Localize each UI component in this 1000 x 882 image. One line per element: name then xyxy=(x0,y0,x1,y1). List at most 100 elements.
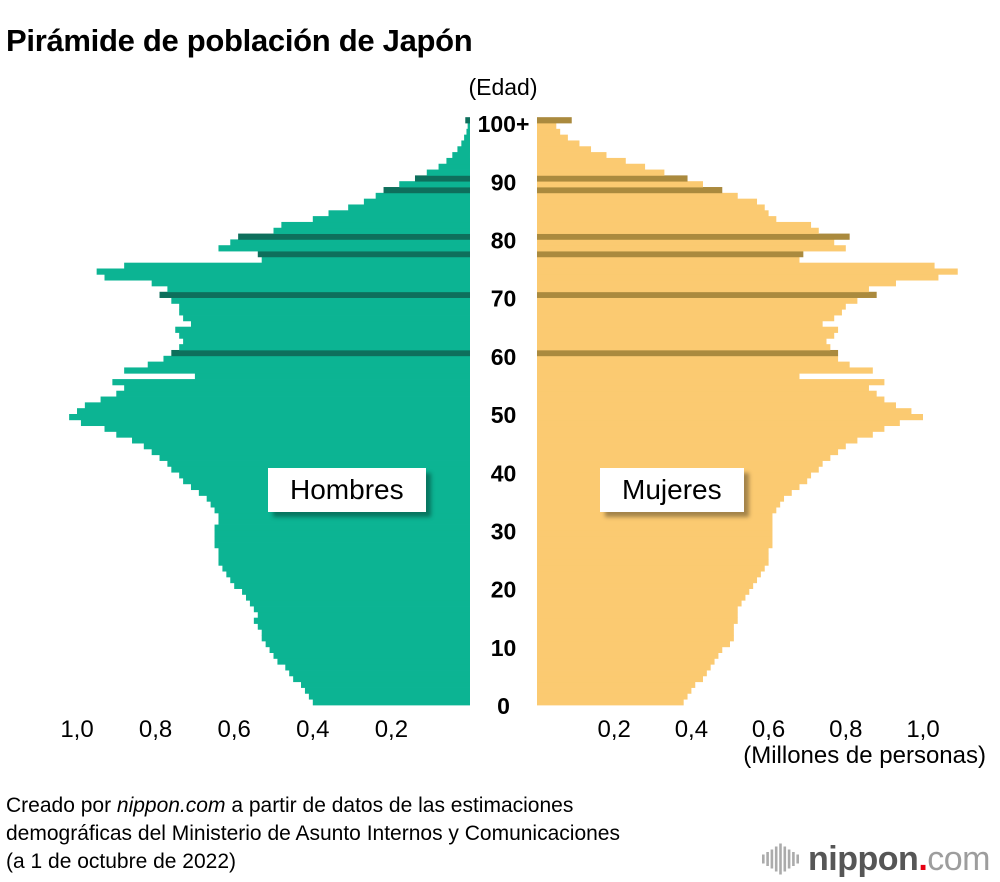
bar-hombres-age-78 xyxy=(218,245,470,252)
bar-hombres-age-100plus xyxy=(465,117,470,124)
bar-mujeres-age-61 xyxy=(537,344,831,351)
bar-mujeres-age-11 xyxy=(537,635,734,642)
bar-hombres-age-42 xyxy=(159,454,470,461)
bar-mujeres-age-13 xyxy=(537,623,734,630)
bar-mujeres-age-17 xyxy=(537,600,742,607)
bar-hombres-age-48 xyxy=(80,419,471,427)
bar-hombres-age-19 xyxy=(242,588,470,595)
x-tick-label-left-1,0: 1,0 xyxy=(60,716,93,743)
bar-mujeres-age-15 xyxy=(537,611,738,619)
bar-hombres-age-18 xyxy=(245,594,470,601)
bar-mujeres-age-53 xyxy=(537,390,877,397)
bar-hombres-age-57 xyxy=(124,367,470,374)
bar-hombres-age-22 xyxy=(226,571,470,578)
bar-hombres-age-62 xyxy=(183,338,471,345)
bar-hombres-age-41 xyxy=(167,460,470,467)
bar-mujeres-age-86 xyxy=(537,198,758,205)
bar-hombres-age-55 xyxy=(112,379,471,386)
bar-hombres-age-83 xyxy=(312,216,470,223)
bar-hombres-age-65 xyxy=(190,320,470,328)
x-tick-label-left-0,2: 0,2 xyxy=(375,716,408,743)
bar-hombres-age-89 xyxy=(399,181,470,188)
bar-mujeres-age-10 xyxy=(537,640,730,648)
bar-hombres-age-99 xyxy=(467,123,470,130)
bar-mujeres-age-64 xyxy=(537,326,839,333)
bar-hombres-age-84 xyxy=(328,210,470,217)
bar-mujeres-age-83 xyxy=(537,216,777,223)
x-tick-label-left-0,6: 0,6 xyxy=(218,716,251,743)
bar-hombres-age-95 xyxy=(457,146,470,153)
bar-hombres-age-80 xyxy=(238,233,470,240)
bar-mujeres-age-5 xyxy=(537,670,707,677)
bar-hombres-age-20 xyxy=(234,582,470,589)
bar-hombres-age-44 xyxy=(143,443,470,450)
bar-mujeres-age-26 xyxy=(537,547,769,555)
bar-mujeres-age-3 xyxy=(537,681,696,688)
bar-hombres-age-52 xyxy=(100,396,470,403)
bar-hombres-age-59 xyxy=(163,355,470,362)
bar-mujeres-age-55 xyxy=(537,379,885,386)
bar-hombres-age-28 xyxy=(214,536,470,543)
bar-mujeres-age-69 xyxy=(537,297,858,304)
bar-hombres-age-56 xyxy=(194,373,470,380)
soundwave-bar xyxy=(766,852,769,866)
bar-hombres-age-23 xyxy=(222,565,470,572)
bar-hombres-age-94 xyxy=(452,152,470,159)
bar-mujeres-age-82 xyxy=(537,221,812,229)
age-tick-label-50: 50 xyxy=(491,402,517,428)
bar-hombres-age-82 xyxy=(281,221,470,229)
soundwave-bar xyxy=(796,854,800,864)
bar-mujeres-age-52 xyxy=(537,396,885,403)
soundwave-bar xyxy=(779,843,782,875)
bar-hombres-age-87 xyxy=(375,192,470,200)
bar-hombres-age-47 xyxy=(104,425,470,432)
x-tick-label-right-1,0: 1,0 xyxy=(906,716,939,743)
bar-hombres-age-10 xyxy=(265,640,470,648)
bar-mujeres-age-75 xyxy=(537,262,935,269)
bar-hombres-age-49 xyxy=(69,414,470,421)
bar-hombres-age-75 xyxy=(124,262,470,269)
bar-mujeres-age-78 xyxy=(537,245,846,252)
bar-hombres-age-46 xyxy=(116,431,471,438)
bar-hombres-age-30 xyxy=(214,524,470,531)
x-tick-label-left-0,8: 0,8 xyxy=(139,716,172,743)
source-note-line2: demográficas del Ministerio de Asunto In… xyxy=(6,822,620,845)
bar-mujeres-age-84 xyxy=(537,210,769,217)
bar-mujeres-age-48 xyxy=(537,419,900,427)
bar-hombres-age-97 xyxy=(464,134,470,141)
x-tick-label-right-0,2: 0,2 xyxy=(598,716,631,743)
bar-mujeres-age-45 xyxy=(537,437,858,444)
age-tick-label-80: 80 xyxy=(491,228,517,254)
bar-hombres-age-11 xyxy=(261,635,470,642)
x-tick-label-left-0,4: 0,4 xyxy=(296,716,329,743)
bar-hombres-age-67 xyxy=(179,309,470,316)
bar-hombres-age-91 xyxy=(426,169,470,176)
bar-mujeres-age-30 xyxy=(537,524,773,531)
age-tick-label-100+: 100+ xyxy=(478,111,530,137)
bar-mujeres-age-98 xyxy=(537,128,561,136)
bar-hombres-age-90 xyxy=(414,175,470,182)
age-tick-label-20: 20 xyxy=(491,577,517,603)
bar-hombres-age-96 xyxy=(461,140,470,147)
age-tick-label-0: 0 xyxy=(497,693,510,719)
bar-mujeres-age-59 xyxy=(537,355,839,362)
bar-mujeres-age-21 xyxy=(537,576,758,584)
bar-mujeres-age-73 xyxy=(537,274,939,281)
bar-hombres-age-88 xyxy=(383,187,470,194)
bar-mujeres-age-28 xyxy=(537,536,773,543)
bar-hombres-age-8 xyxy=(273,652,470,659)
bar-hombres-age-79 xyxy=(230,239,470,246)
bar-hombres-age-71 xyxy=(167,285,470,293)
bar-hombres-age-66 xyxy=(183,315,471,322)
age-tick-label-70: 70 xyxy=(491,286,517,312)
bar-hombres-age-72 xyxy=(151,280,471,287)
bar-mujeres-age-24 xyxy=(537,559,769,566)
bar-mujeres-age-79 xyxy=(537,239,835,246)
age-axis-title: (Edad) xyxy=(468,74,538,100)
soundwave-bar xyxy=(770,849,774,869)
bar-mujeres-age-85 xyxy=(537,204,765,211)
bar-hombres-age-3 xyxy=(301,681,470,688)
bar-mujeres-age-63 xyxy=(537,332,835,339)
bar-hombres-age-74 xyxy=(96,268,471,275)
bar-mujeres-age-92 xyxy=(537,163,646,170)
